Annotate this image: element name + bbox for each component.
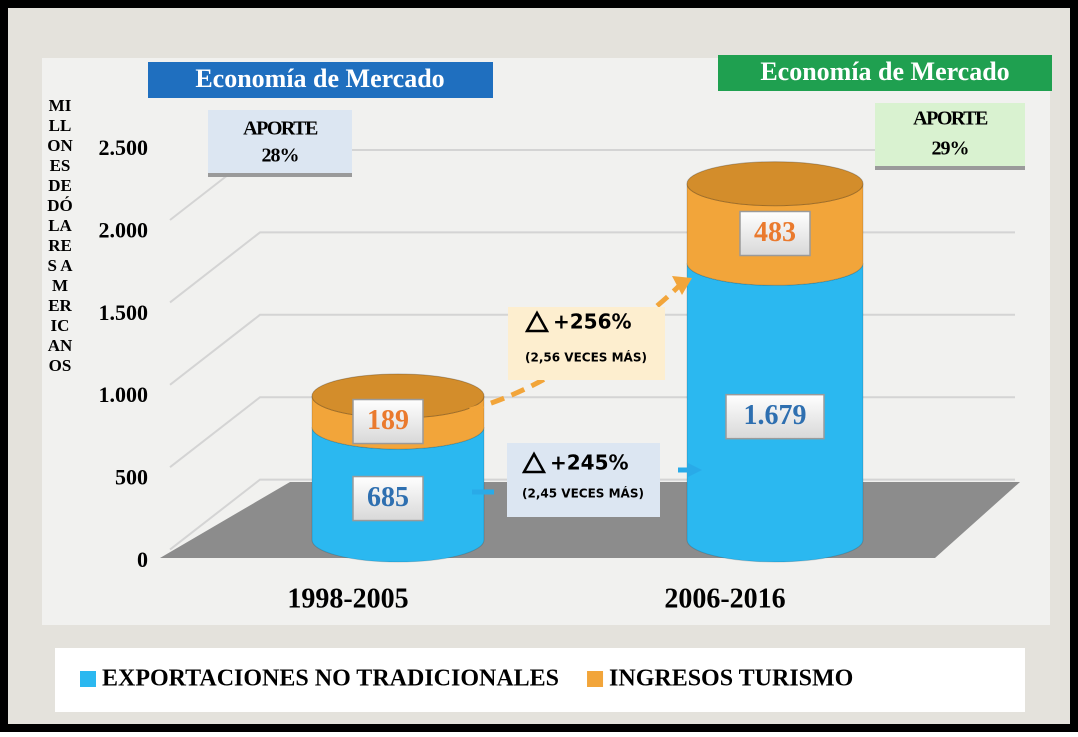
share-label: APORTE [913,108,988,130]
bar-cap-shade [687,161,863,206]
header: Economía de Mercado [195,64,444,93]
y-tick-label: 0 [137,547,148,572]
y-tick-label: 2.000 [99,217,149,242]
header-box [148,62,493,98]
legend-swatch [587,671,604,687]
legend-label: INGRESOS TURISMO [609,666,853,692]
legend-label: EXPORTACIONES NO TRADICIONALES [102,666,559,692]
bar-shade [686,263,864,563]
y-tick-label: 2.500 [99,135,149,160]
share-box [875,103,1025,169]
y-tick-label: 500 [115,465,148,490]
value-label-box [352,398,424,445]
y-axis-label: MILLONES DE DÓLARES AMERICANOS [47,96,73,375]
value-label: 1.679 [744,400,807,431]
share-label: APORTE [243,118,318,140]
value-label-box [725,393,825,440]
delta-icon [521,451,547,474]
arrowhead [688,463,702,477]
value-label: 483 [754,217,796,248]
y-tick-label: 1.000 [99,382,149,407]
bars: 1998-2005 685 189 2006-2016 1.679 483 [287,161,864,614]
growth-note: (2,56 VECES MÁS) [525,350,647,365]
share: 29% [932,138,969,160]
y-tick-label: 1.500 [99,300,149,325]
x-tick-label: 1998-2005 [287,583,408,614]
header-box [718,55,1052,91]
delta-icon [524,310,550,333]
share-box [208,110,352,176]
growth-note: (2,45 VECES MÁS) [522,486,644,501]
growth-value: +256% [553,310,632,334]
header: Economía de Mercado [760,57,1009,86]
share-shadow [208,173,352,177]
arrowhead [672,276,692,295]
value-label-box [352,475,424,522]
x-tick-label: 2006-2016 [664,583,785,614]
legend-panel [55,648,1025,712]
legend: EXPORTACIONES NO TRADICIONALES INGRESOS T… [80,666,853,692]
share-shadow [875,166,1025,170]
value-label: 189 [367,405,409,436]
legend-swatch [80,671,96,687]
bar-cap [686,161,864,207]
share: 28% [262,145,299,167]
value-label-box [739,210,811,257]
value-label: 685 [367,482,409,513]
growth-value: +245% [550,451,629,475]
